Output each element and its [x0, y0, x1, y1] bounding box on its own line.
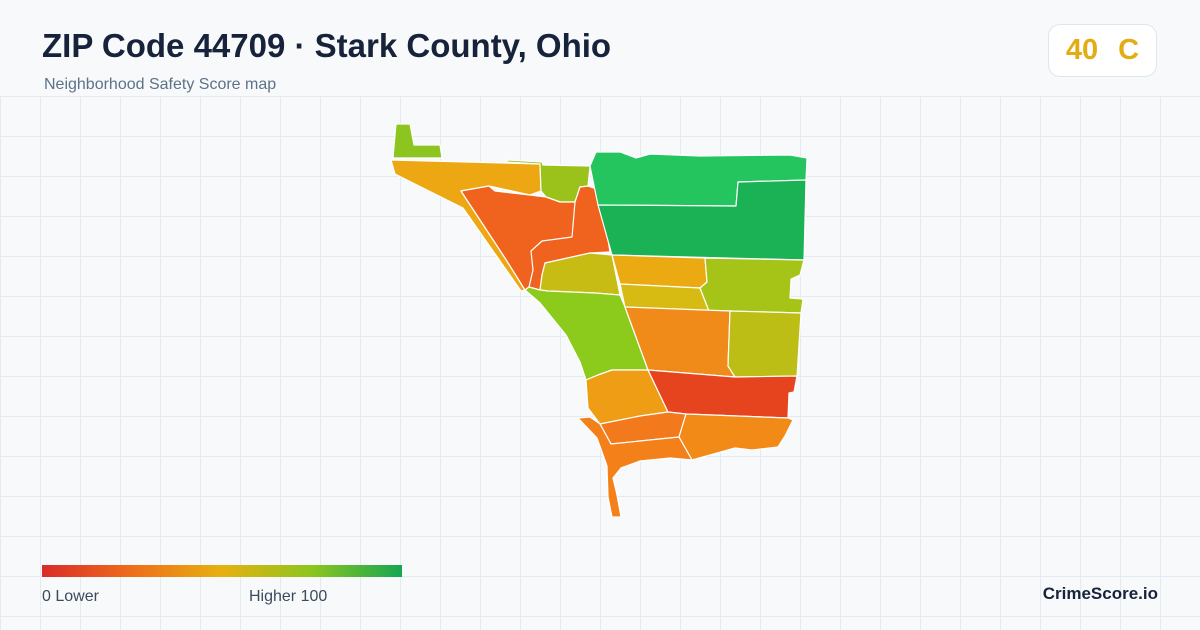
tract-south-strip-east[interactable]: [678, 413, 794, 461]
legend-max-label: Higher 100: [249, 588, 328, 605]
tract-east-upper[interactable]: [699, 257, 805, 314]
safety-score-badge: 40 C: [1048, 24, 1157, 77]
tract-center-north[interactable]: [611, 254, 708, 289]
tract-southern-tail[interactable]: [577, 416, 693, 518]
page-title: ZIP Code 44709 · Stark County, Ohio: [42, 27, 612, 64]
tract-south-east[interactable]: [647, 369, 798, 419]
tract-northwest-spur[interactable]: [392, 123, 443, 159]
page-subtitle: Neighborhood Safety Score map: [44, 76, 277, 93]
brand-logo: CrimeScore.io: [1042, 584, 1158, 603]
header: [0, 0, 1200, 96]
legend-min-label: 0 Lower: [42, 588, 99, 605]
tract-east-lower[interactable]: [727, 310, 802, 378]
safety-grade: C: [1118, 34, 1140, 66]
safety-score-value: 40: [1065, 34, 1099, 66]
legend-color-scale: [42, 565, 402, 577]
